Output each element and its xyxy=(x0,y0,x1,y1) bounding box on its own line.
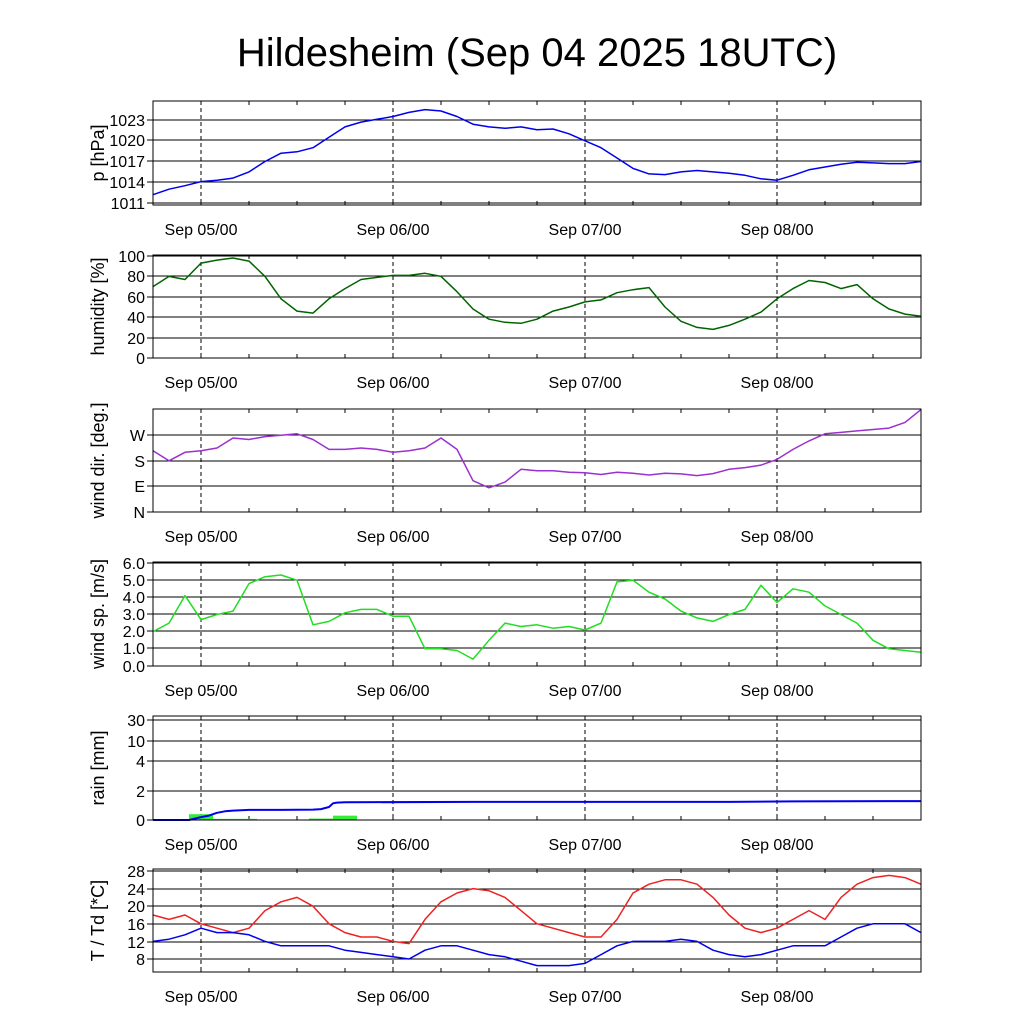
humidity-ytick-label: 20 xyxy=(127,331,145,348)
humidity-xtick-label: Sep 06/00 xyxy=(357,375,430,392)
wind-dir-axis-label: wind dir. [deg.] xyxy=(88,402,108,519)
humidity-xtick-label: Sep 05/00 xyxy=(165,375,238,392)
wind-dir-xtick-label: Sep 06/00 xyxy=(357,529,430,546)
pressure-ytick-label: 1014 xyxy=(109,175,145,192)
pressure-axis-label: p [hPa] xyxy=(88,124,108,181)
pressure-panel-frame xyxy=(152,100,922,206)
temperature-line xyxy=(152,874,922,945)
rain-axis-label: rain [mm] xyxy=(88,730,108,805)
wind-speed-xtick-label: Sep 05/00 xyxy=(165,683,238,700)
temperature-ytick-label: 28 xyxy=(127,864,145,881)
humidity-axis-label: humidity [%] xyxy=(88,257,108,355)
temperature-axis-label: T / Td [*C] xyxy=(88,880,108,961)
wind-speed-xtick-label: Sep 06/00 xyxy=(357,683,430,700)
humidity-ytick-label: 100 xyxy=(118,249,145,266)
humidity-line xyxy=(152,257,922,331)
rain-bar xyxy=(309,818,333,820)
pressure-ytick-label: 1023 xyxy=(109,113,145,130)
wind-speed-axis-label: wind sp. [m/s] xyxy=(88,559,108,670)
wind-speed-line xyxy=(152,574,922,660)
temperature-xtick-label: Sep 08/00 xyxy=(741,989,814,1006)
temperature-ytick-label: 12 xyxy=(127,935,145,952)
rain-total-line xyxy=(153,800,922,821)
temperature-xtick-label: Sep 07/00 xyxy=(549,989,622,1006)
wind-dir-xtick-label: Sep 07/00 xyxy=(549,529,622,546)
wind-speed-ytick-label: 5.0 xyxy=(123,573,145,590)
temperature-ytick-label: 16 xyxy=(127,917,145,934)
humidity-panel-frame xyxy=(152,254,922,359)
pressure-ytick-label: 1020 xyxy=(109,133,145,150)
rain-xtick-label: Sep 05/00 xyxy=(165,837,238,854)
pressure-xtick-label: Sep 07/00 xyxy=(549,222,622,239)
wind-speed-xtick-label: Sep 08/00 xyxy=(741,683,814,700)
wind-dir-ytick-label: S xyxy=(134,454,145,471)
wind-speed-ytick-label: 4.0 xyxy=(123,590,145,607)
rain-ytick-label: 4 xyxy=(136,754,145,771)
rain-xtick-label: Sep 06/00 xyxy=(357,837,430,854)
rain-ytick-label: 0 xyxy=(136,813,145,830)
humidity-ytick-label: 60 xyxy=(127,290,145,307)
dewpoint-line xyxy=(152,923,922,967)
humidity-ytick-label: 80 xyxy=(127,269,145,286)
wind-dir-panel-frame xyxy=(152,408,922,513)
wind-speed-ytick-label: 6.0 xyxy=(123,556,145,573)
rain-ytick-label: 10 xyxy=(127,734,145,751)
wind-speed-xtick-label: Sep 07/00 xyxy=(549,683,622,700)
rain-ytick-label: 2 xyxy=(136,784,145,801)
wind-speed-ytick-label: 1.0 xyxy=(123,641,145,658)
wind-speed-panel-frame xyxy=(152,561,922,667)
wind-dir-xtick-label: Sep 08/00 xyxy=(741,529,814,546)
temperature-xtick-label: Sep 05/00 xyxy=(165,989,238,1006)
pressure-line xyxy=(152,108,922,196)
temperature-ytick-label: 24 xyxy=(127,882,145,899)
wind-speed-ytick-label: 0.0 xyxy=(123,659,145,676)
wind-dir-ytick-label: E xyxy=(134,479,145,496)
wind-dir-ytick-label: N xyxy=(133,505,145,522)
wind-dir-xtick-label: Sep 05/00 xyxy=(165,529,238,546)
rain-xtick-label: Sep 07/00 xyxy=(549,837,622,854)
wind-dir-line xyxy=(152,409,922,489)
rain-bar xyxy=(333,815,357,820)
rain-bar xyxy=(213,818,257,820)
humidity-xtick-label: Sep 07/00 xyxy=(549,375,622,392)
humidity-ytick-label: 0 xyxy=(136,351,145,368)
rain-ytick-label: 30 xyxy=(127,713,145,730)
pressure-ytick-label: 1011 xyxy=(111,196,146,213)
temperature-ytick-label: 8 xyxy=(136,952,145,969)
pressure-ytick-label: 1017 xyxy=(109,154,145,171)
wind-speed-ytick-label: 3.0 xyxy=(123,607,145,624)
humidity-ytick-label: 40 xyxy=(127,310,145,327)
chart-title: Hildesheim (Sep 04 2025 18UTC) xyxy=(237,31,837,75)
temperature-panel-frame xyxy=(152,868,922,973)
temperature-ytick-label: 20 xyxy=(127,899,145,916)
temperature-xtick-label: Sep 06/00 xyxy=(357,989,430,1006)
wind-speed-ytick-label: 2.0 xyxy=(123,624,145,641)
wind-dir-ytick-label: W xyxy=(130,428,146,445)
humidity-xtick-label: Sep 08/00 xyxy=(741,375,814,392)
rain-panel-frame xyxy=(152,715,922,821)
pressure-xtick-label: Sep 05/00 xyxy=(165,222,238,239)
pressure-xtick-label: Sep 08/00 xyxy=(741,222,814,239)
rain-xtick-label: Sep 08/00 xyxy=(741,837,814,854)
pressure-xtick-label: Sep 06/00 xyxy=(357,222,430,239)
